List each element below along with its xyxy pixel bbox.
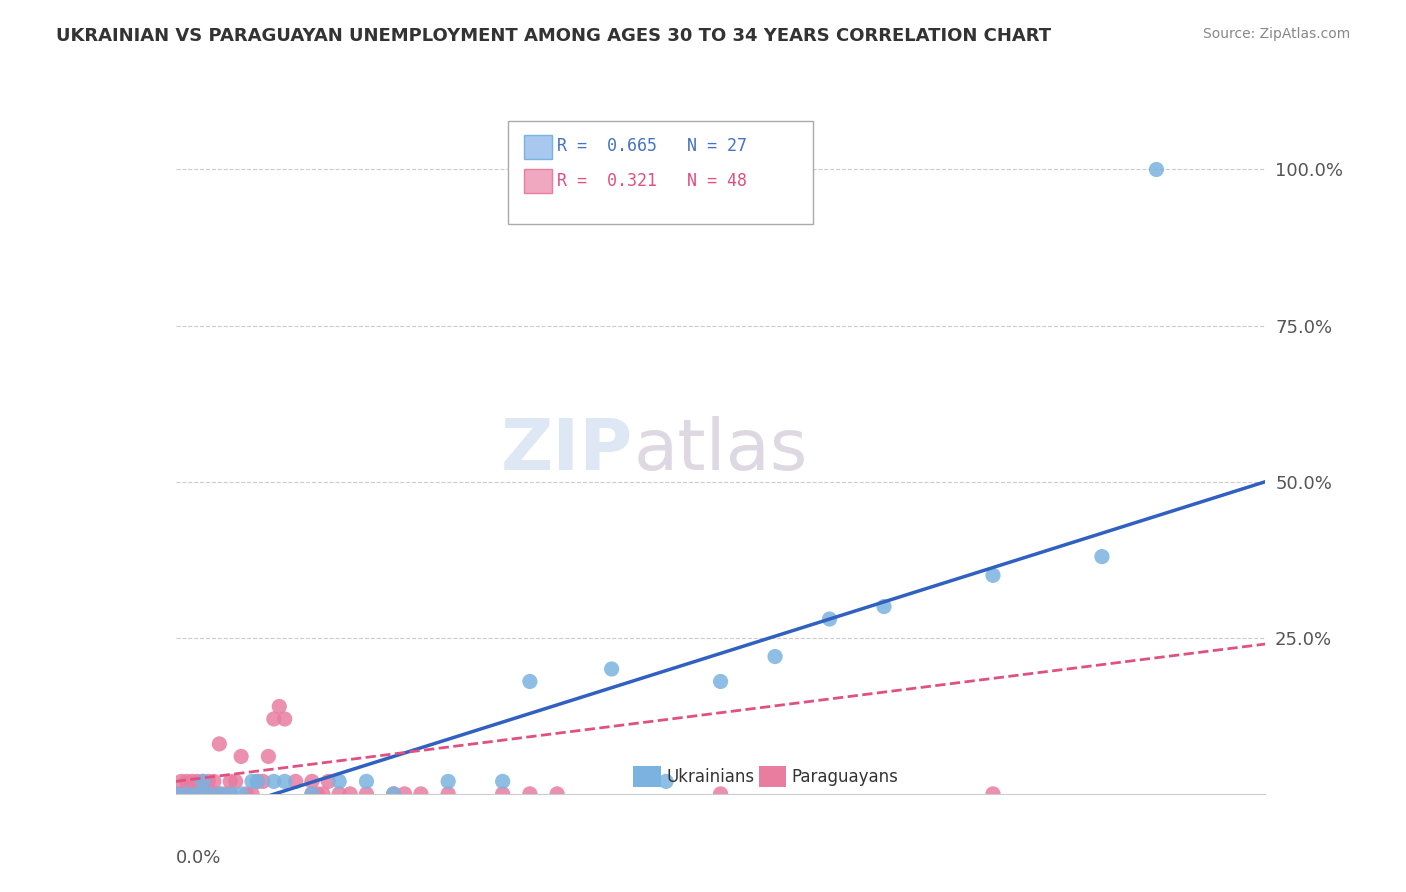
- Point: [186, 787, 209, 801]
- Point: [197, 787, 219, 801]
- Point: [818, 612, 841, 626]
- Point: [301, 787, 323, 801]
- Point: [382, 787, 405, 801]
- Point: [600, 662, 623, 676]
- Point: [231, 749, 253, 764]
- Point: [710, 674, 733, 689]
- Point: [219, 774, 242, 789]
- Point: [269, 699, 291, 714]
- Point: [492, 774, 515, 789]
- Text: 0.0%: 0.0%: [176, 849, 221, 867]
- Text: ZIP: ZIP: [501, 416, 633, 485]
- Point: [274, 712, 297, 726]
- Point: [240, 787, 263, 801]
- FancyBboxPatch shape: [524, 169, 551, 193]
- Point: [176, 787, 198, 801]
- Point: [1091, 549, 1114, 564]
- Point: [208, 787, 231, 801]
- Point: [356, 774, 378, 789]
- Point: [546, 787, 568, 801]
- Point: [284, 774, 307, 789]
- Point: [165, 787, 187, 801]
- Point: [186, 774, 209, 789]
- Point: [1144, 162, 1167, 177]
- Point: [181, 787, 204, 801]
- Point: [257, 749, 280, 764]
- Point: [235, 787, 257, 801]
- Point: [170, 787, 193, 801]
- FancyBboxPatch shape: [759, 766, 786, 787]
- Point: [181, 774, 204, 789]
- Point: [202, 774, 225, 789]
- Point: [655, 774, 678, 789]
- Point: [246, 774, 269, 789]
- Point: [328, 774, 350, 789]
- Point: [382, 787, 405, 801]
- Point: [208, 737, 231, 751]
- Point: [208, 787, 231, 801]
- Point: [981, 787, 1004, 801]
- Point: [409, 787, 432, 801]
- Point: [225, 774, 247, 789]
- Point: [202, 787, 225, 801]
- Point: [274, 774, 297, 789]
- Point: [437, 774, 460, 789]
- Point: [170, 774, 193, 789]
- Text: Ukrainians: Ukrainians: [666, 768, 754, 786]
- FancyBboxPatch shape: [508, 120, 813, 224]
- Point: [312, 787, 335, 801]
- Point: [519, 787, 541, 801]
- Point: [197, 787, 219, 801]
- Point: [492, 787, 515, 801]
- Point: [301, 787, 323, 801]
- Point: [176, 787, 198, 801]
- Point: [339, 787, 361, 801]
- Point: [219, 787, 242, 801]
- Point: [165, 787, 187, 801]
- Text: R =  0.665   N = 27: R = 0.665 N = 27: [557, 137, 747, 155]
- Point: [437, 787, 460, 801]
- Point: [981, 568, 1004, 582]
- Point: [240, 774, 263, 789]
- Point: [176, 774, 198, 789]
- Point: [252, 774, 274, 789]
- Point: [301, 774, 323, 789]
- Text: Paraguayans: Paraguayans: [792, 768, 898, 786]
- FancyBboxPatch shape: [524, 135, 551, 159]
- Point: [318, 774, 340, 789]
- Point: [191, 787, 214, 801]
- FancyBboxPatch shape: [633, 766, 661, 787]
- Point: [197, 774, 219, 789]
- Text: atlas: atlas: [633, 416, 808, 485]
- Point: [356, 787, 378, 801]
- Point: [191, 774, 214, 789]
- Point: [246, 774, 269, 789]
- Text: Source: ZipAtlas.com: Source: ZipAtlas.com: [1202, 27, 1350, 41]
- Point: [263, 712, 285, 726]
- Point: [219, 787, 242, 801]
- Point: [873, 599, 896, 614]
- Point: [328, 787, 350, 801]
- Point: [307, 787, 329, 801]
- Point: [263, 774, 285, 789]
- Point: [214, 787, 236, 801]
- Point: [519, 674, 541, 689]
- Point: [191, 774, 214, 789]
- Point: [394, 787, 416, 801]
- Text: R =  0.321   N = 48: R = 0.321 N = 48: [557, 171, 747, 189]
- Point: [710, 787, 733, 801]
- Point: [763, 649, 786, 664]
- Point: [231, 787, 253, 801]
- Point: [186, 787, 209, 801]
- Text: UKRAINIAN VS PARAGUAYAN UNEMPLOYMENT AMONG AGES 30 TO 34 YEARS CORRELATION CHART: UKRAINIAN VS PARAGUAYAN UNEMPLOYMENT AMO…: [56, 27, 1052, 45]
